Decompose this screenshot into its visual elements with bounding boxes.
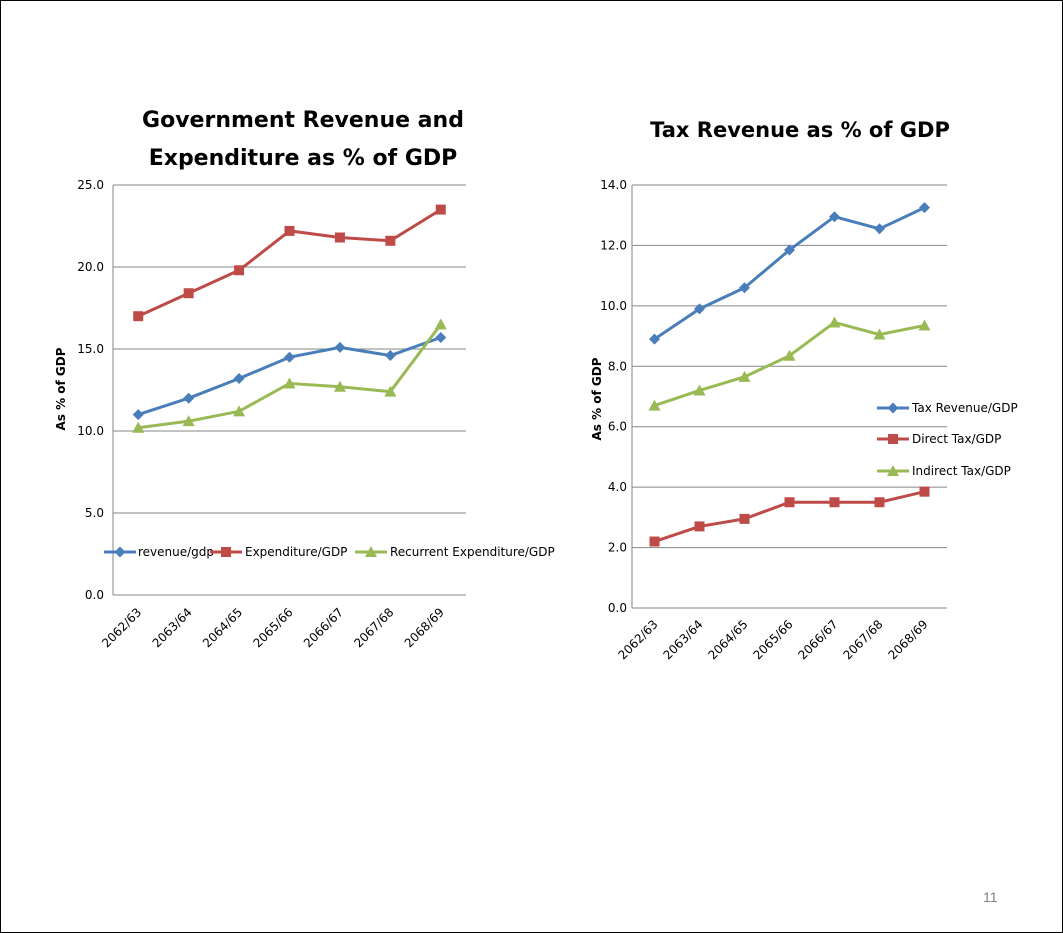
x-tick-label: 2063/64 xyxy=(660,617,705,662)
y-tick-label: 25.0 xyxy=(77,178,104,192)
legend-marker xyxy=(887,465,899,476)
y-tick-label: 4.0 xyxy=(608,480,627,494)
data-point-series-2 xyxy=(385,235,396,246)
data-point-series-1 xyxy=(649,333,660,345)
x-tick-label: 2064/65 xyxy=(705,617,750,662)
data-point-series-1 xyxy=(435,332,447,344)
chart-title-line-2: Expenditure as % of GDP xyxy=(149,146,458,171)
data-point-series-2 xyxy=(435,204,446,215)
data-point-series-3 xyxy=(828,316,841,328)
data-point-series-2 xyxy=(183,288,194,299)
x-tick-label: 2068/69 xyxy=(885,617,930,662)
chart-title-line-1: Government Revenue and xyxy=(142,108,464,133)
data-point-series-1 xyxy=(284,351,295,363)
data-point-series-3 xyxy=(233,405,246,417)
y-tick-label: 0.0 xyxy=(608,601,627,615)
legend-marker xyxy=(888,434,898,444)
data-point-series-1 xyxy=(739,282,750,294)
data-point-series-3 xyxy=(738,370,751,382)
legend-marker xyxy=(221,547,231,557)
legend-label-3: Recurrent Expenditure/GDP xyxy=(390,545,555,559)
y-tick-label: 0.0 xyxy=(85,588,104,602)
x-tick-label: 2066/67 xyxy=(301,605,346,650)
data-point-series-2 xyxy=(234,265,245,276)
data-point-series-3 xyxy=(384,385,397,397)
data-point-series-2 xyxy=(739,513,750,524)
y-tick-label: 8.0 xyxy=(608,359,627,373)
data-point-series-2 xyxy=(649,536,660,547)
y-tick-label: 20.0 xyxy=(77,260,104,274)
data-point-series-2 xyxy=(919,486,930,497)
data-point-series-1 xyxy=(183,392,195,404)
x-tick-label: 2067/68 xyxy=(840,617,885,662)
data-point-series-1 xyxy=(784,244,795,256)
data-point-series-1 xyxy=(874,223,885,235)
data-point-series-3 xyxy=(648,399,661,411)
data-point-series-3 xyxy=(182,415,195,427)
legend-label-1: Tax Revenue/GDP xyxy=(911,401,1018,415)
y-tick-label: 5.0 xyxy=(85,506,104,520)
legend-label-2: Direct Tax/GDP xyxy=(912,432,1001,446)
data-point-series-3 xyxy=(783,349,796,361)
legend-label-2: Expenditure/GDP xyxy=(245,545,347,559)
data-point-series-1 xyxy=(233,373,245,385)
data-point-series-2 xyxy=(874,497,885,508)
legend-marker xyxy=(887,402,899,414)
y-tick-label: 2.0 xyxy=(608,541,627,555)
x-tick-label: 2062/63 xyxy=(99,605,144,650)
x-tick-label: 2067/68 xyxy=(351,605,396,650)
data-point-series-1 xyxy=(829,211,840,223)
series-line-2 xyxy=(137,208,442,318)
data-point-series-3 xyxy=(918,319,931,331)
data-point-series-2 xyxy=(284,225,295,236)
data-point-series-2 xyxy=(133,311,144,322)
data-point-series-3 xyxy=(693,384,706,396)
y-tick-label: 15.0 xyxy=(77,342,104,356)
data-point-series-3 xyxy=(333,380,346,392)
y-tick-label: 14.0 xyxy=(600,178,627,192)
legend-marker xyxy=(365,546,377,557)
data-point-series-1 xyxy=(694,303,705,315)
data-point-series-1 xyxy=(384,350,396,362)
x-tick-label: 2065/66 xyxy=(750,617,795,662)
y-axis-title: As % of GDP xyxy=(54,347,68,430)
x-tick-label: 2062/63 xyxy=(615,617,660,662)
chart-2: Tax Revenue as % of GDP 0.0 2.0 4.0 6.0 8.0 10… xyxy=(590,118,1018,662)
y-tick-label: 12.0 xyxy=(600,238,627,252)
data-point-series-2 xyxy=(334,232,345,243)
data-point-series-3 xyxy=(873,328,886,340)
chart-1: Government Revenue and Expenditure as % o… xyxy=(54,108,555,650)
chart-title-line-1: Tax Revenue as % of GDP xyxy=(650,118,950,142)
data-point-series-3 xyxy=(283,377,296,389)
data-point-series-2 xyxy=(784,497,795,508)
y-axis-title: As % of GDP xyxy=(590,357,604,440)
x-tick-label: 2065/66 xyxy=(250,605,295,650)
x-tick-label: 2068/69 xyxy=(402,605,447,650)
y-tick-label: 10.0 xyxy=(600,299,627,313)
x-tick-label: 2066/67 xyxy=(795,617,840,662)
data-point-series-1 xyxy=(919,202,930,214)
x-tick-label: 2063/64 xyxy=(150,605,195,650)
data-point-series-1 xyxy=(132,409,144,421)
data-point-series-2 xyxy=(829,497,840,508)
page-number: 11 xyxy=(983,889,998,905)
legend-label-1: revenue/gdp xyxy=(138,545,214,559)
series-line-3 xyxy=(138,323,442,430)
y-tick-label: 10.0 xyxy=(77,424,104,438)
data-point-series-2 xyxy=(694,521,705,532)
data-point-series-3 xyxy=(132,421,145,433)
data-point-series-1 xyxy=(334,341,346,353)
data-point-series-3 xyxy=(434,318,447,330)
series-line-1 xyxy=(653,206,926,341)
y-tick-label: 6.0 xyxy=(608,420,627,434)
legend-label-3: Indirect Tax/GDP xyxy=(912,464,1011,478)
legend-marker xyxy=(114,546,126,558)
x-tick-label: 2064/65 xyxy=(200,605,245,650)
